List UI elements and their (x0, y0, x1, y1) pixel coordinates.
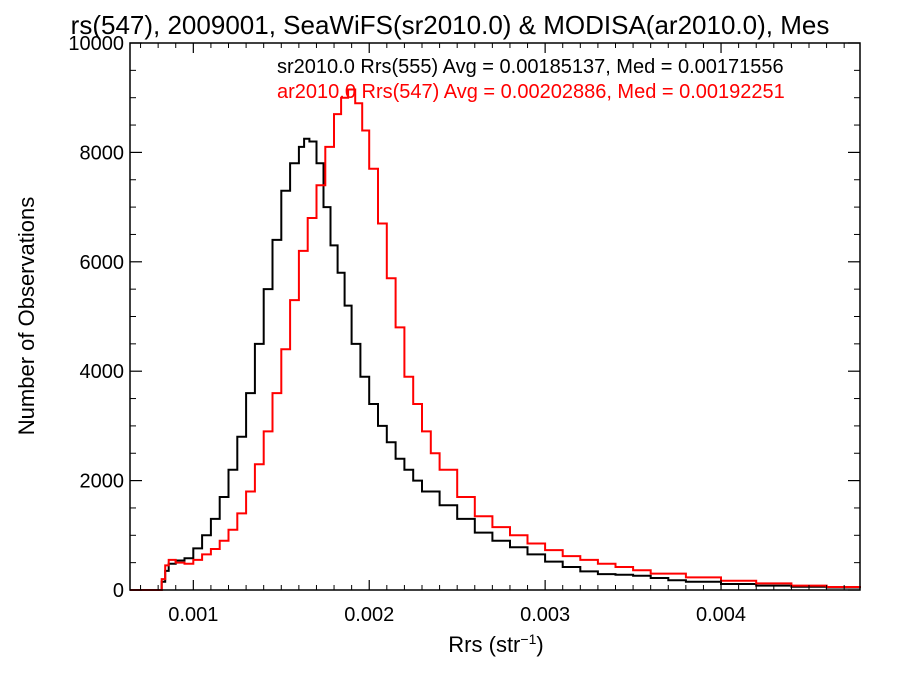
legend-entry-1: sr2010.0 Rrs(555) Avg = 0.00185137, Med … (277, 56, 784, 78)
x-axis-label-main: Rrs (str (448, 632, 520, 657)
chart-title: rs(547), 2009001, SeaWiFS(sr2010.0) & MO… (71, 10, 830, 40)
x-axis-label-close: ) (536, 632, 543, 657)
y-axis-label: Number of Observations (14, 197, 39, 435)
series-line-2 (130, 88, 861, 591)
y-axis-label-group: Number of Observations (14, 197, 39, 435)
series-layer (130, 88, 861, 591)
y-tick-label: 8000 (80, 142, 125, 164)
series-line-1 (130, 137, 861, 591)
x-tick-label: 0.002 (344, 604, 394, 626)
y-tick-label: 6000 (80, 252, 125, 274)
y-tick-label: 10000 (68, 33, 124, 55)
plot-frame (129, 42, 861, 591)
x-tick-label: 0.003 (520, 604, 570, 626)
x-axis-label: Rrs (str−1) (448, 631, 543, 657)
x-tick-label: 0.001 (168, 604, 218, 626)
y-tick-label: 0 (113, 580, 124, 602)
y-tick-label: 2000 (80, 471, 125, 493)
y-tick-label: 4000 (80, 361, 125, 383)
legend: sr2010.0 Rrs(555) Avg = 0.00185137, Med … (277, 56, 785, 103)
ticks-layer: 0.001 0.002 0.003 0.004 0 2000 4000 6000 8000 100… (68, 33, 860, 626)
x-tick-label: 0.004 (696, 604, 746, 626)
legend-entry-2: ar2010.0 Rrs(547) Avg = 0.00202886, Med … (277, 81, 785, 103)
x-axis-label-superscript: −1 (520, 631, 536, 647)
